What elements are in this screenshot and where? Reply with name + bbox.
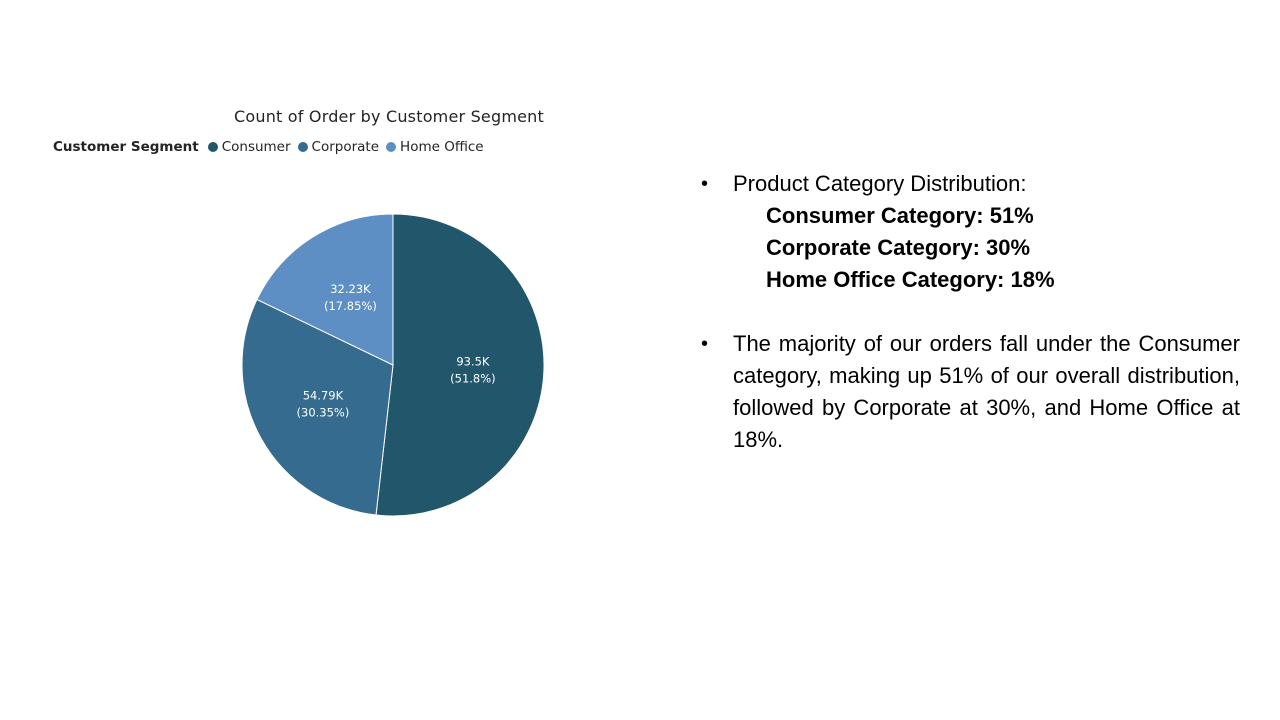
legend-dot-consumer [207,142,218,152]
pie-chart: 93.5K (51.8%) 54.79K (30.35%) 32.23K (17.85%) [241,213,545,517]
legend-dot-corporate [297,142,308,152]
category-line-consumer: Consumer Category: 51% [766,203,1034,228]
slice-value-label: 93.5K [456,355,490,369]
legend-label-corporate: Corporate [311,139,380,155]
chart-legend: Customer Segment Consumer Corporate Home… [53,139,491,155]
legend-dot-home-office [386,142,397,152]
bullet-item-distribution: • Product Category Distribution: [700,168,1240,200]
pie-slice-consumer[interactable] [375,213,545,517]
chart-title: Count of Order by Customer Segment [234,107,544,126]
legend-item-consumer[interactable]: Consumer [207,139,291,155]
legend-title: Customer Segment [53,139,199,155]
slice-percent-label: (30.35%) [297,406,350,420]
pie-slice-home-office[interactable] [256,213,394,366]
legend-label-consumer: Consumer [221,139,291,155]
category-line-corporate: Corporate Category: 30% [766,235,1031,260]
legend-item-home-office[interactable]: Home Office [386,139,484,155]
legend-label-home-office: Home Office [400,139,484,155]
category-line-home-office: Home Office Category: 18% [766,267,1055,292]
slice-percent-label: (51.8%) [450,372,496,386]
bullet-item-summary: • The majority of our orders fall under … [700,328,1240,456]
slice-percent-label: (17.85%) [324,299,377,313]
legend-item-corporate[interactable]: Corporate [297,139,380,155]
summary-text: The majority of our orders fall under th… [733,331,1240,452]
bullet-icon: • [701,333,709,355]
insights-panel: • Product Category Distribution: Consume… [700,168,1240,456]
pie-slice-corporate[interactable] [241,298,394,516]
distribution-heading: Product Category Distribution: [733,171,1027,196]
slice-value-label: 54.79K [303,389,344,403]
slice-value-label: 32.23K [330,282,371,296]
bullet-icon: • [701,173,709,195]
